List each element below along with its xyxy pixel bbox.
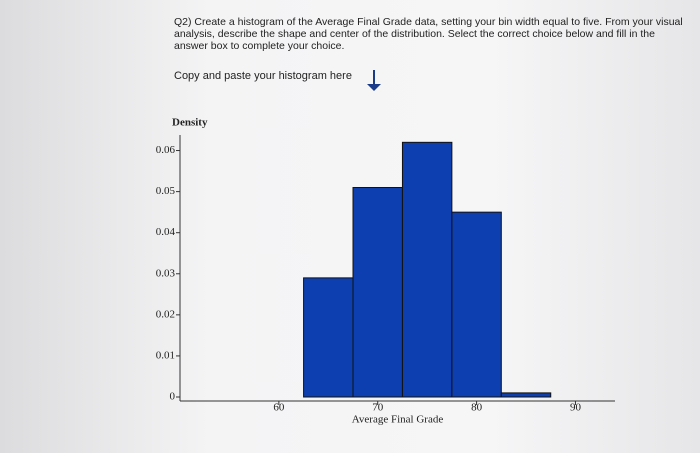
x-tick-label: 80 (471, 402, 483, 414)
bar (352, 187, 403, 398)
question-text: Q2) Create a histogram of the Average Fi… (174, 16, 683, 52)
instruction: Copy and paste your histogram here (174, 70, 352, 82)
down-arrow (367, 70, 381, 91)
bar (451, 211, 502, 398)
y-tick-label: 0.02 (156, 308, 175, 320)
y-tick-label: 0.04 (156, 226, 176, 238)
x-axis-label: Average Final Grade (352, 414, 444, 426)
bar (500, 392, 552, 398)
y-tick-label: 0.03 (156, 267, 176, 279)
y-tick-label: 0.05 (156, 185, 176, 197)
y-tick-label: 0 (170, 391, 176, 403)
y-tick-label: 0.06 (156, 144, 176, 156)
x-tick-label: 70 (372, 402, 384, 414)
x-tick-label: 90 (570, 402, 582, 414)
x-tick-label: 60 (273, 402, 285, 414)
bar (401, 141, 453, 398)
y-axis-label: Density (172, 117, 208, 129)
y-tick-label: 0.01 (156, 349, 175, 361)
bar (303, 277, 354, 398)
